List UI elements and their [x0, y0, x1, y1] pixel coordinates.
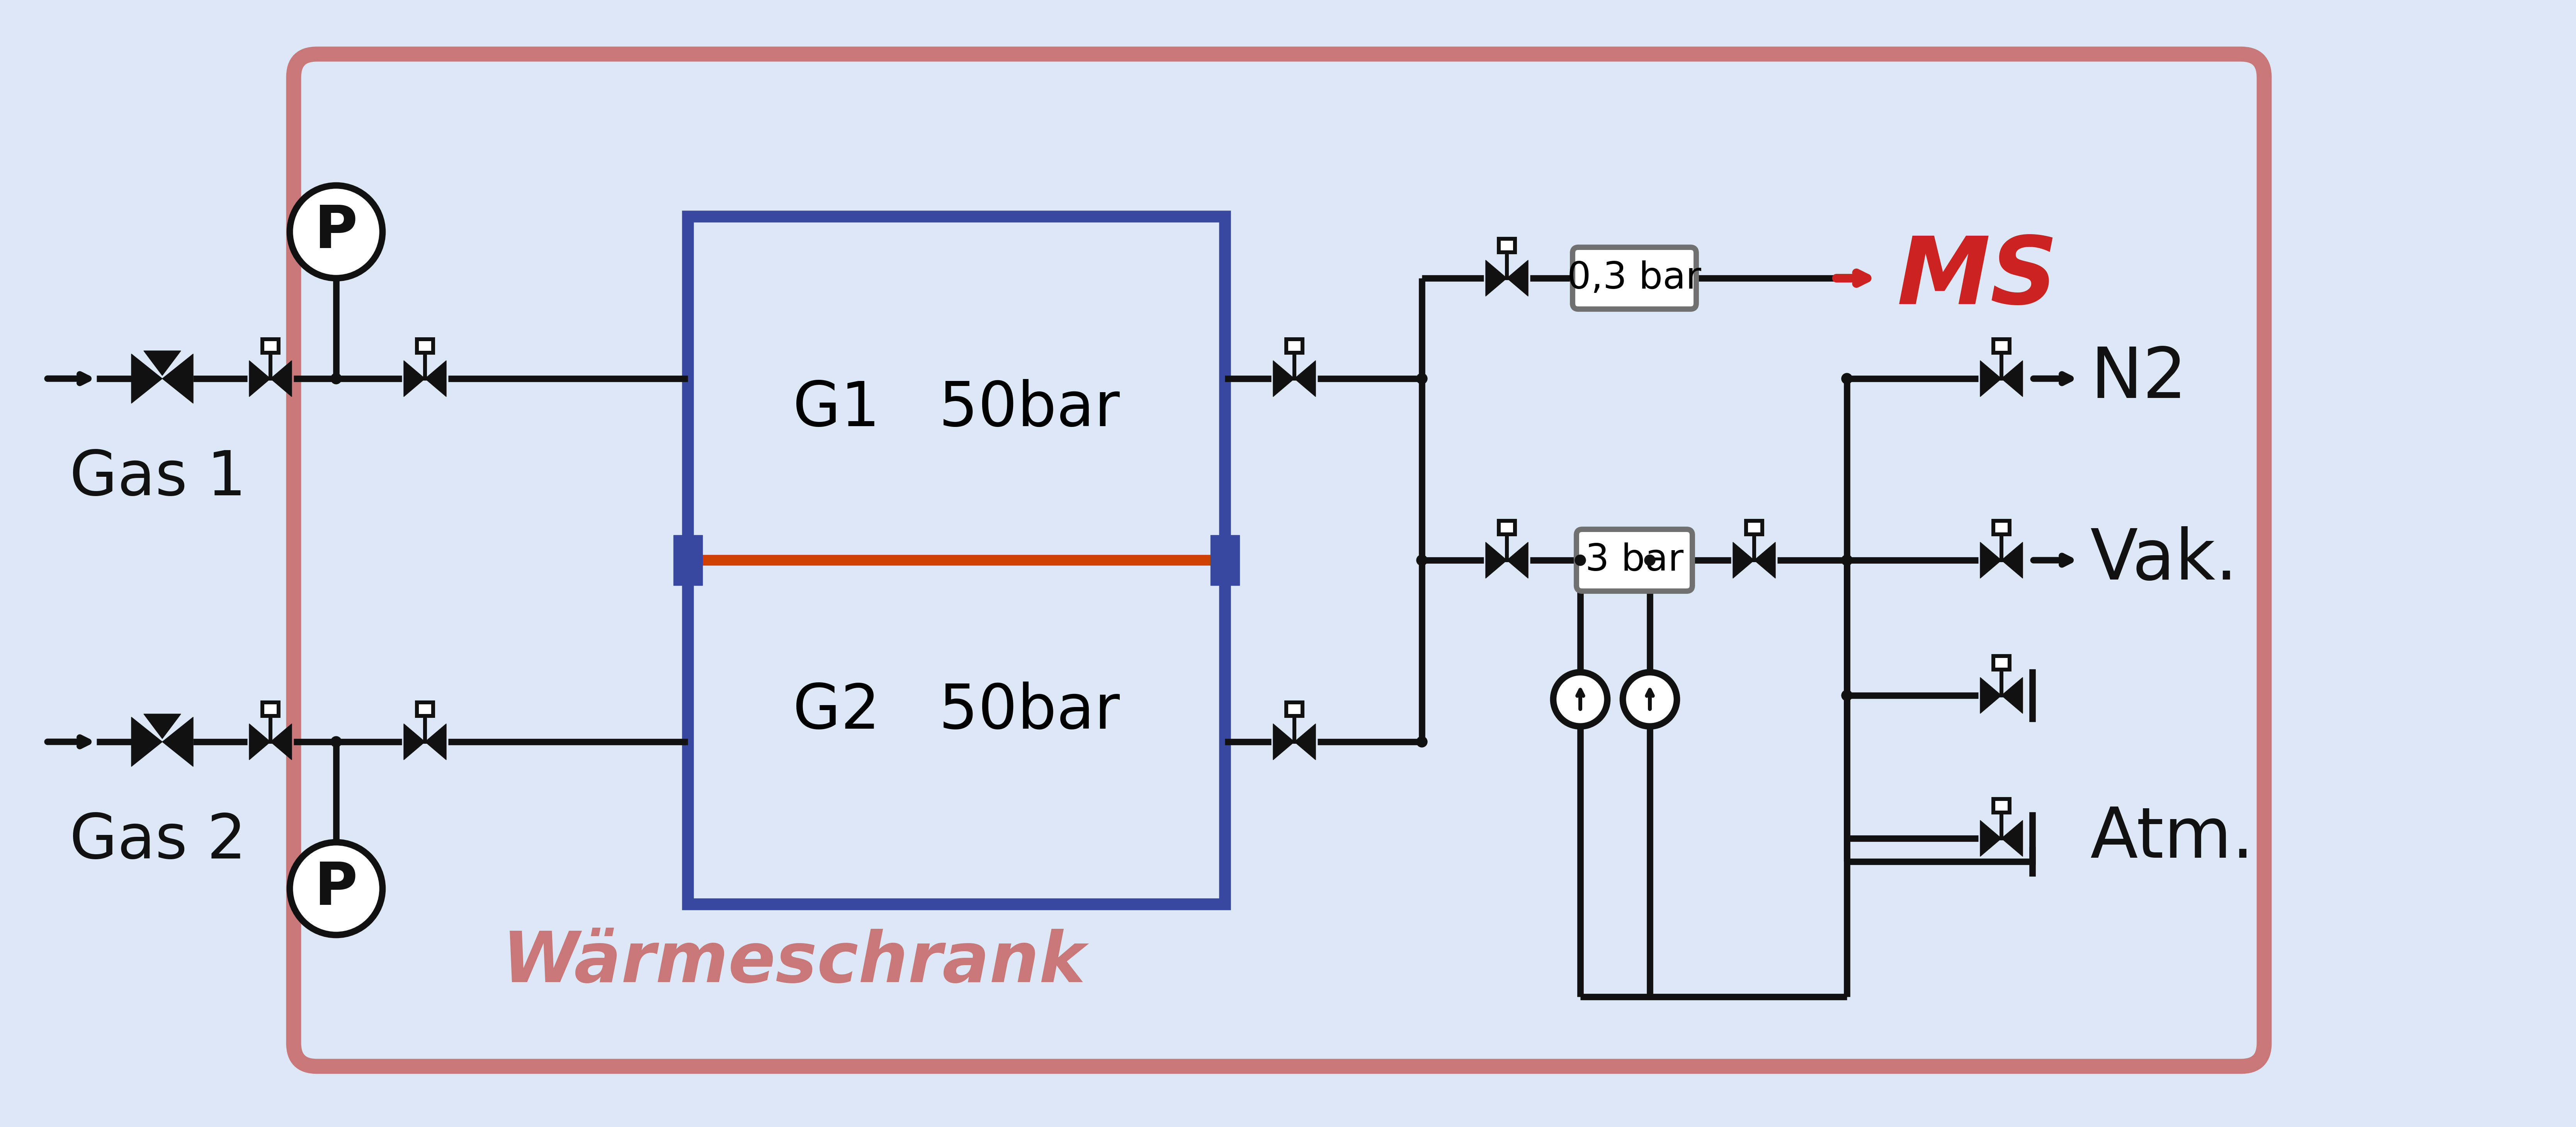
Polygon shape — [1754, 542, 1775, 578]
Bar — [1994, 521, 2009, 534]
Polygon shape — [1981, 542, 2002, 578]
Polygon shape — [162, 717, 193, 766]
Text: 0,3 bar: 0,3 bar — [1566, 260, 1700, 296]
Text: Gas 1: Gas 1 — [70, 449, 247, 508]
Text: Vak.: Vak. — [2089, 526, 2239, 594]
Bar — [1747, 521, 1762, 534]
Bar — [1499, 521, 1515, 534]
Polygon shape — [1293, 724, 1316, 760]
Polygon shape — [1981, 677, 2002, 713]
Polygon shape — [404, 724, 425, 760]
Polygon shape — [1273, 724, 1293, 760]
Text: MS: MS — [1896, 232, 2058, 323]
Polygon shape — [1981, 820, 2002, 857]
Circle shape — [1623, 673, 1677, 726]
Text: P: P — [314, 203, 358, 260]
Polygon shape — [1507, 260, 1528, 296]
Bar — [688, 216, 1224, 904]
Circle shape — [1417, 373, 1427, 384]
Polygon shape — [1507, 542, 1528, 578]
Circle shape — [1417, 736, 1427, 747]
Polygon shape — [250, 724, 270, 760]
Polygon shape — [425, 361, 446, 397]
FancyBboxPatch shape — [1571, 247, 1695, 309]
Polygon shape — [1734, 542, 1754, 578]
Bar — [1994, 656, 2009, 669]
Polygon shape — [425, 724, 446, 760]
Text: Gas 2: Gas 2 — [70, 811, 247, 871]
Polygon shape — [162, 354, 193, 403]
Circle shape — [1842, 554, 1852, 566]
Polygon shape — [2002, 361, 2022, 397]
Text: G2   50bar: G2 50bar — [793, 682, 1121, 742]
FancyBboxPatch shape — [294, 54, 2264, 1066]
Polygon shape — [144, 715, 180, 738]
Polygon shape — [2002, 820, 2022, 857]
Polygon shape — [1486, 260, 1507, 296]
Bar — [263, 702, 278, 716]
Text: Atm.: Atm. — [2089, 805, 2254, 872]
Bar — [1211, 535, 1239, 585]
Circle shape — [1842, 690, 1852, 701]
Polygon shape — [1486, 542, 1507, 578]
Polygon shape — [270, 361, 291, 397]
Polygon shape — [250, 361, 270, 397]
Text: G1   50bar: G1 50bar — [793, 379, 1121, 438]
Polygon shape — [404, 361, 425, 397]
Bar — [417, 339, 433, 353]
Polygon shape — [131, 717, 162, 766]
Polygon shape — [2002, 542, 2022, 578]
Polygon shape — [2002, 677, 2022, 713]
Polygon shape — [131, 354, 162, 403]
Polygon shape — [1981, 361, 2002, 397]
Bar — [417, 702, 433, 716]
Polygon shape — [1273, 361, 1293, 397]
Text: N2: N2 — [2089, 345, 2187, 412]
Polygon shape — [270, 724, 291, 760]
Circle shape — [289, 186, 381, 278]
Bar — [263, 339, 278, 353]
Bar — [672, 535, 703, 585]
Bar — [1994, 799, 2009, 813]
Circle shape — [1842, 373, 1852, 384]
Circle shape — [289, 842, 381, 935]
Circle shape — [1842, 554, 1852, 566]
Bar — [1285, 702, 1303, 716]
Circle shape — [1553, 673, 1607, 726]
Polygon shape — [144, 350, 180, 375]
Circle shape — [1574, 554, 1587, 566]
Text: P: P — [314, 860, 358, 917]
Bar — [1499, 239, 1515, 252]
Circle shape — [1643, 554, 1656, 566]
Text: Wärmeschrank: Wärmeschrank — [502, 929, 1087, 996]
Polygon shape — [1293, 361, 1316, 397]
FancyBboxPatch shape — [1577, 530, 1692, 592]
Bar — [1285, 339, 1303, 353]
Circle shape — [330, 373, 343, 384]
Circle shape — [1417, 554, 1427, 566]
Bar — [1994, 339, 2009, 353]
Circle shape — [330, 736, 343, 747]
Text: 3 bar: 3 bar — [1584, 542, 1685, 578]
